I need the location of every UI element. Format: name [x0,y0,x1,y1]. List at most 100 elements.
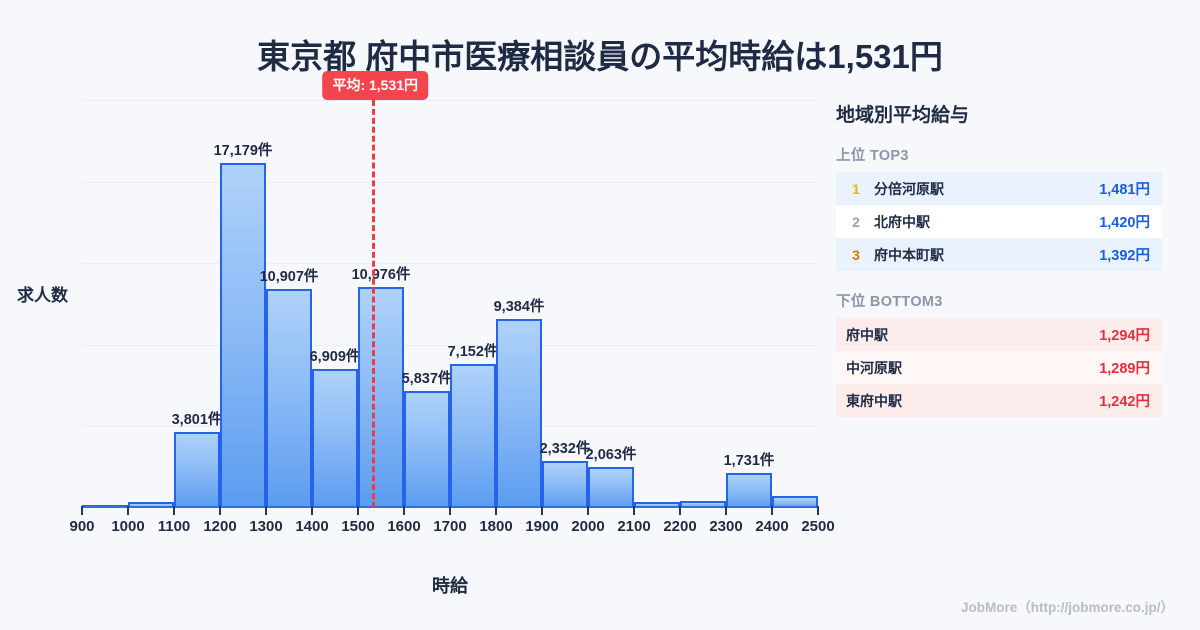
bar-value-label: 5,837件 [401,370,453,387]
x-tick-label: 1900 [525,518,559,535]
bar-value-label: 6,909件 [309,349,361,366]
x-tick-label: 2000 [571,518,605,535]
x-tick-mark [403,506,405,515]
rank-row: 1 分倍河原駅 1,481円 [836,172,1162,205]
bar [266,288,312,508]
bar [634,501,680,508]
y-axis-label: 求人数 [17,286,68,305]
bar [358,287,404,508]
bar [174,431,220,508]
x-tick-label: 1400 [295,518,329,535]
bar-value-label: 3,801件 [171,411,223,428]
x-tick-mark [311,506,313,515]
x-tick-label: 1800 [479,518,513,535]
x-tick-label: 1100 [157,518,191,535]
x-tick-label: 1000 [111,518,145,535]
x-tick-label: 2400 [755,518,789,535]
average-badge: 平均: 1,531円 [322,71,429,100]
station-wage-value: 1,392円 [1099,248,1150,264]
bar-value-label: 2,332件 [539,441,591,458]
bar-value-label: 2,063件 [585,446,637,463]
x-tick-label: 2100 [617,518,651,535]
bar [220,162,266,508]
bottom3-heading: 下位 BOTTOM3 [836,294,943,310]
x-tick-mark [725,506,727,515]
regional-salary-panel: 地域別平均給与 上位 TOP3 1 分倍河原駅 1,481円 2 北府中駅 1,420円 3… [836,100,1166,436]
x-tick-mark [81,506,83,515]
bar-series: 3,801件 17,179件 10,907件 6,909件 10,976件 5,837件 7… [82,100,818,508]
bottom3-table: 府中駅 1,294円中河原駅 1,289円東府中駅 1,242円 [836,318,1162,417]
x-axis-label: 時給 [432,576,468,596]
gridline [82,181,818,183]
rank-number: 2 [852,213,860,230]
x-tick-mark [173,506,175,515]
x-tick-label: 2300 [709,518,743,535]
top3-heading: 上位 TOP3 [836,148,909,164]
x-tick-mark [541,506,543,515]
x-tick-label: 1500 [341,518,375,535]
bar-value-label: 1,731件 [723,453,775,470]
rank-row: 中河原駅 1,289円 [836,351,1162,384]
x-tick-mark [265,506,267,515]
bar [542,461,588,508]
station-name: 府中本町駅 [874,246,944,263]
bar [496,319,542,508]
bar [450,364,496,508]
bar-value-label: 9,384件 [493,299,545,316]
bar [588,466,634,508]
x-tick-label: 1200 [203,518,237,535]
rank-row: 2 北府中駅 1,420円 [836,205,1162,238]
rank-row: 東府中駅 1,242円 [836,384,1162,417]
x-tick-label: 2200 [663,518,697,535]
bar [680,501,726,508]
sidebar-title: 地域別平均給与 [836,105,970,126]
bar-value-label: 10,976件 [351,267,411,284]
x-tick-mark [817,506,819,515]
rank-number: 3 [852,246,860,263]
x-axis-ticks: 900 1000 1100 1200 1300 1400 1500 1600 1700 1800 1… [69,506,835,542]
bar-value-label: 10,907件 [259,268,319,285]
station-wage-value: 1,242円 [1099,394,1150,410]
bar [726,473,772,508]
gridline [82,344,818,346]
station-wage-value: 1,289円 [1099,361,1150,377]
station-name: 北府中駅 [874,213,930,230]
bar [312,369,358,508]
x-tick-label: 1700 [433,518,467,535]
station-name: 中河原駅 [846,359,902,376]
station-name: 府中駅 [846,326,888,343]
station-name: 分倍河原駅 [874,180,944,197]
x-tick-mark [127,506,129,515]
bar-value-label: 17,179件 [213,142,273,159]
rank-row: 3 府中本町駅 1,392円 [836,238,1162,271]
rank-row: 府中駅 1,294円 [836,318,1162,351]
bar [404,390,450,508]
x-tick-label: 1600 [387,518,421,535]
x-tick-label: 2500 [801,518,835,535]
bar-value-label: 7,152件 [447,344,499,361]
x-tick-mark [587,506,589,515]
x-tick-label: 900 [69,518,95,535]
gridline [82,263,818,265]
gridline [82,100,818,101]
x-tick-mark [679,506,681,515]
average-line: 平均: 1,531円 [322,71,429,508]
x-tick-mark [219,506,221,515]
watermark: JobMore（http://jobmore.co.jp/） [961,600,1174,615]
x-tick-mark [771,506,773,515]
station-name: 東府中駅 [846,392,902,409]
top3-table: 1 分倍河原駅 1,481円 2 北府中駅 1,420円 3 府中本町駅 1,392円 [836,172,1162,271]
x-tick-mark [357,506,359,515]
rank-number: 1 [852,180,860,197]
x-tick-mark [449,506,451,515]
station-wage-value: 1,294円 [1099,328,1150,344]
bar [128,501,174,508]
x-tick-label: 1300 [249,518,283,535]
bar [772,495,818,508]
x-tick-mark [633,506,635,515]
chart-plot-area: 3,801件 17,179件 10,907件 6,909件 10,976件 5,837件 7… [82,71,818,508]
page-title: 東京都 府中市医療相談員の平均時給は1,531円 [257,38,943,75]
station-wage-value: 1,481円 [1099,182,1150,198]
x-tick-mark [495,506,497,515]
